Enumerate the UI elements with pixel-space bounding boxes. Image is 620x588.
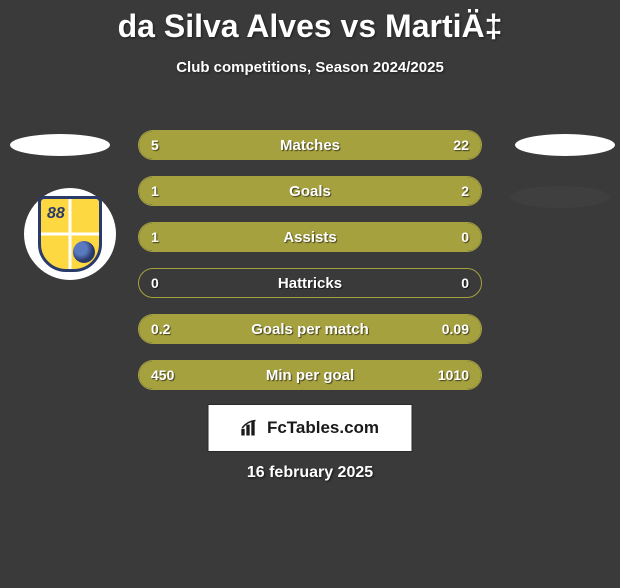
crest-number: 88 [47,205,65,223]
page-subtitle: Club competitions, Season 2024/2025 [0,59,620,76]
date-text: 16 february 2025 [0,464,620,482]
stat-right-value: 0.09 [442,321,469,337]
stat-row-matches: 5 Matches 22 [138,130,482,160]
club-crest: 88 [38,196,102,272]
brand-text: FcTables.com [267,418,379,438]
stat-row-min-per-goal: 450 Min per goal 1010 [138,360,482,390]
stat-label: Min per goal [139,367,481,384]
stat-label: Assists [139,229,481,246]
stat-row-goals: 1 Goals 2 [138,176,482,206]
soccer-ball-icon [73,241,95,263]
stat-right-value: 22 [453,137,469,153]
stat-right-value: 2 [461,183,469,199]
stat-right-value: 0 [461,275,469,291]
stat-row-goals-per-match: 0.2 Goals per match 0.09 [138,314,482,344]
stat-right-value: 1010 [438,367,469,383]
stat-row-hattricks: 0 Hattricks 0 [138,268,482,298]
bars-chart-icon [241,419,261,437]
player-right-club-placeholder [510,186,610,208]
stat-row-assists: 1 Assists 0 [138,222,482,252]
fctables-watermark: FcTables.com [208,404,413,452]
stat-label: Matches [139,137,481,154]
comparison-stats: 5 Matches 22 1 Goals 2 1 Assists 0 0 Hat… [138,130,482,406]
stat-label: Goals per match [139,321,481,338]
stat-right-value: 0 [461,229,469,245]
player-left-avatar-placeholder [10,134,110,156]
stat-label: Hattricks [139,275,481,292]
player-right-avatar-placeholder [515,134,615,156]
page-title: da Silva Alves vs MartiÄ‡ [0,8,620,45]
player-left-club-badge: 88 [24,188,116,280]
stat-label: Goals [139,183,481,200]
